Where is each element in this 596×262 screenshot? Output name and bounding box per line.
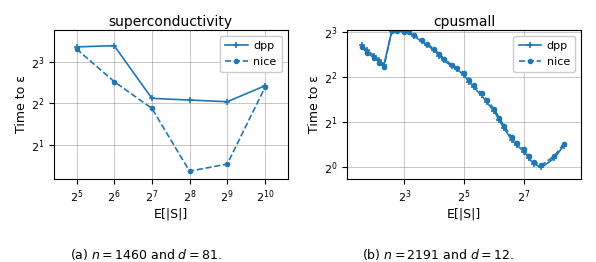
nice: [410, 33, 417, 36]
Legend: dpp, nice: dpp, nice: [220, 36, 282, 72]
dpp: [431, 49, 438, 52]
Legend: dpp, nice: dpp, nice: [513, 36, 576, 72]
dpp: [491, 110, 498, 113]
nice: [461, 71, 468, 74]
dpp: [538, 166, 545, 169]
nice: [148, 107, 156, 110]
dpp: [224, 100, 231, 103]
nice: [388, 30, 395, 33]
nice: [465, 78, 473, 81]
nice: [496, 116, 503, 119]
nice: [380, 66, 387, 69]
dpp: [526, 157, 533, 160]
dpp: [418, 40, 426, 43]
dpp: [371, 54, 378, 57]
nice: [401, 30, 408, 33]
Text: (b) $n = 2191$ and $d = 12$.: (b) $n = 2191$ and $d = 12$.: [362, 247, 514, 262]
dpp: [186, 99, 193, 102]
dpp: [364, 49, 371, 52]
dpp: [551, 157, 558, 160]
dpp: [508, 138, 515, 141]
nice: [448, 63, 455, 66]
nice: [73, 47, 80, 51]
nice: [431, 47, 438, 51]
X-axis label: E[|S|]: E[|S|]: [447, 208, 482, 221]
dpp: [461, 74, 468, 77]
nice: [500, 124, 507, 127]
dpp: [393, 30, 401, 33]
nice: [526, 155, 533, 158]
Line: nice: nice: [360, 29, 566, 167]
nice: [393, 30, 401, 33]
nice: [261, 86, 268, 89]
nice: [513, 141, 520, 144]
dpp: [358, 43, 365, 47]
nice: [423, 42, 430, 45]
nice: [224, 162, 231, 166]
dpp: [388, 30, 395, 33]
dpp: [376, 59, 383, 62]
nice: [436, 52, 443, 56]
dpp: [513, 143, 520, 146]
dpp: [436, 54, 443, 57]
dpp: [530, 162, 537, 165]
nice: [470, 84, 477, 87]
Text: (a) $n = 1460$ and $d = 81$.: (a) $n = 1460$ and $d = 81$.: [70, 247, 222, 262]
dpp: [148, 97, 156, 100]
dpp: [470, 86, 477, 89]
dpp: [560, 144, 567, 148]
Y-axis label: Time to ε: Time to ε: [15, 75, 28, 133]
dpp: [448, 65, 455, 68]
nice: [483, 98, 491, 101]
dpp: [401, 30, 408, 33]
Title: superconductivity: superconductivity: [108, 15, 233, 29]
dpp: [380, 63, 387, 66]
nice: [186, 170, 193, 173]
nice: [418, 39, 426, 42]
nice: [560, 143, 567, 146]
nice: [491, 107, 498, 111]
nice: [453, 66, 460, 69]
dpp: [478, 94, 485, 97]
nice: [364, 51, 371, 54]
nice: [530, 160, 537, 163]
dpp: [453, 68, 460, 71]
nice: [551, 155, 558, 158]
dpp: [261, 84, 268, 88]
nice: [520, 148, 527, 151]
nice: [111, 80, 118, 83]
Line: nice: nice: [74, 47, 267, 173]
dpp: [406, 31, 413, 34]
Title: cpusmall: cpusmall: [433, 15, 495, 29]
dpp: [500, 126, 507, 129]
nice: [371, 57, 378, 60]
X-axis label: E[|S|]: E[|S|]: [154, 208, 188, 221]
nice: [406, 31, 413, 34]
nice: [440, 57, 448, 60]
nice: [538, 164, 545, 167]
Y-axis label: Time to ε: Time to ε: [308, 75, 321, 133]
dpp: [520, 150, 527, 153]
dpp: [73, 45, 80, 48]
dpp: [410, 34, 417, 37]
dpp: [496, 119, 503, 122]
dpp: [483, 101, 491, 104]
dpp: [111, 44, 118, 47]
dpp: [423, 43, 430, 47]
Line: dpp: dpp: [73, 42, 268, 105]
nice: [508, 135, 515, 138]
nice: [478, 92, 485, 95]
Line: dpp: dpp: [359, 28, 567, 171]
nice: [376, 61, 383, 64]
dpp: [440, 59, 448, 62]
dpp: [465, 80, 473, 84]
nice: [358, 45, 365, 48]
